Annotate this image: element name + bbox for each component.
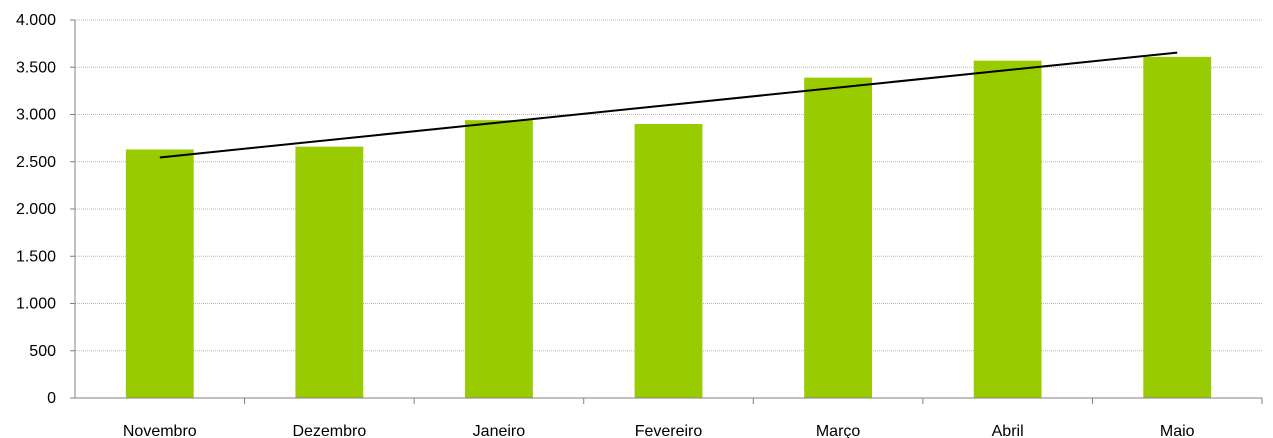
bar bbox=[634, 123, 703, 398]
trendline-line bbox=[159, 51, 1178, 159]
x-tick-label: Fevereiro bbox=[635, 423, 703, 438]
bar bbox=[804, 77, 872, 399]
bar bbox=[1143, 56, 1212, 398]
bars bbox=[125, 56, 1212, 399]
x-tick-labels: Novembro Dezembro Janeiro Fevereiro Março Abr… bbox=[123, 423, 1195, 438]
y-tick-label: 3.500 bbox=[16, 59, 56, 76]
bar bbox=[973, 60, 1042, 398]
x-tick-label: Abril bbox=[992, 423, 1024, 438]
axes bbox=[70, 19, 1263, 404]
x-tick-label: Março bbox=[816, 423, 861, 438]
y-tick-label: 500 bbox=[29, 343, 56, 360]
bar bbox=[295, 146, 364, 398]
y-tick-label: 4.000 bbox=[16, 12, 56, 29]
y-tick-labels: 0 500 1.000 1.500 2.000 2.500 3.000 3.500 4.000 bbox=[16, 12, 56, 407]
x-tick-label: Dezembro bbox=[292, 423, 366, 438]
x-tick-label: Maio bbox=[1160, 423, 1195, 438]
x-tick-label: Novembro bbox=[123, 423, 197, 438]
y-tick-label: 1.000 bbox=[16, 296, 56, 313]
x-tick-label: Janeiro bbox=[473, 423, 526, 438]
y-tick-label: 2.500 bbox=[16, 154, 56, 171]
y-tick-label: 3.000 bbox=[16, 107, 56, 124]
trendline bbox=[159, 51, 1178, 159]
bar bbox=[465, 120, 533, 399]
y-tick-label: 1.500 bbox=[16, 248, 56, 265]
y-tick-label: 0 bbox=[47, 390, 56, 407]
y-tick-label: 2.000 bbox=[16, 201, 56, 218]
bar bbox=[125, 149, 194, 398]
